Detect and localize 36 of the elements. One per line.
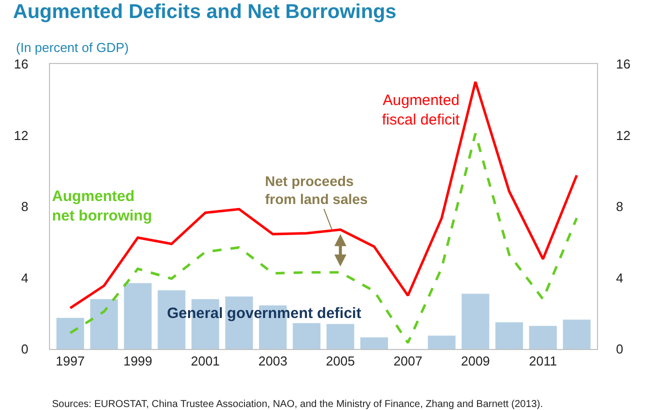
source-note: Sources: EUROSTAT, China Trustee Association, NAO, and the Ministry of Finance, Zhang and Barnett (2013). [52, 399, 543, 410]
x-tick-label: 2007 [393, 354, 422, 369]
bar [360, 337, 388, 349]
y2-tick-label: 0 [616, 342, 624, 357]
x-tick-label: 2009 [460, 354, 490, 369]
y-tick-label: 12 [14, 128, 28, 143]
y-tick-label: 0 [21, 342, 28, 357]
x-tick-label: 2005 [326, 354, 355, 369]
annotation: Net proceeds from land sales [265, 173, 368, 208]
series-label: General government deficit [167, 305, 362, 322]
y2-tick-label: 16 [616, 56, 630, 72]
y2-tick-label: 12 [616, 128, 630, 143]
bar [124, 283, 152, 349]
bar [56, 318, 84, 349]
bar [326, 324, 354, 349]
y-tick-label: 4 [21, 270, 28, 286]
y-tick-label: 8 [21, 199, 28, 214]
y2-tick-label: 8 [616, 199, 624, 214]
y-tick-label: 16 [14, 56, 28, 72]
chart-title: Augmented Deficits and Net Borrowings [13, 1, 396, 24]
series-label: Augmented fiscal deficit [382, 92, 460, 128]
bar [292, 323, 320, 349]
chart-subtitle: (In percent of GDP) [16, 40, 129, 55]
bar [90, 299, 118, 349]
y2-tick-label: 4 [616, 270, 624, 286]
text: Augmented net borrowing [52, 188, 152, 224]
bar [562, 320, 591, 349]
x-tick-label: 2011 [528, 354, 557, 369]
x-tick-label: 1997 [56, 354, 85, 369]
bar [529, 326, 557, 349]
x-tick-label: 1999 [123, 354, 152, 369]
bar [428, 336, 456, 349]
x-tick-label: 2001 [190, 354, 220, 369]
bar [462, 294, 490, 349]
x-tick-label: 2003 [258, 354, 288, 369]
bar [495, 322, 524, 349]
